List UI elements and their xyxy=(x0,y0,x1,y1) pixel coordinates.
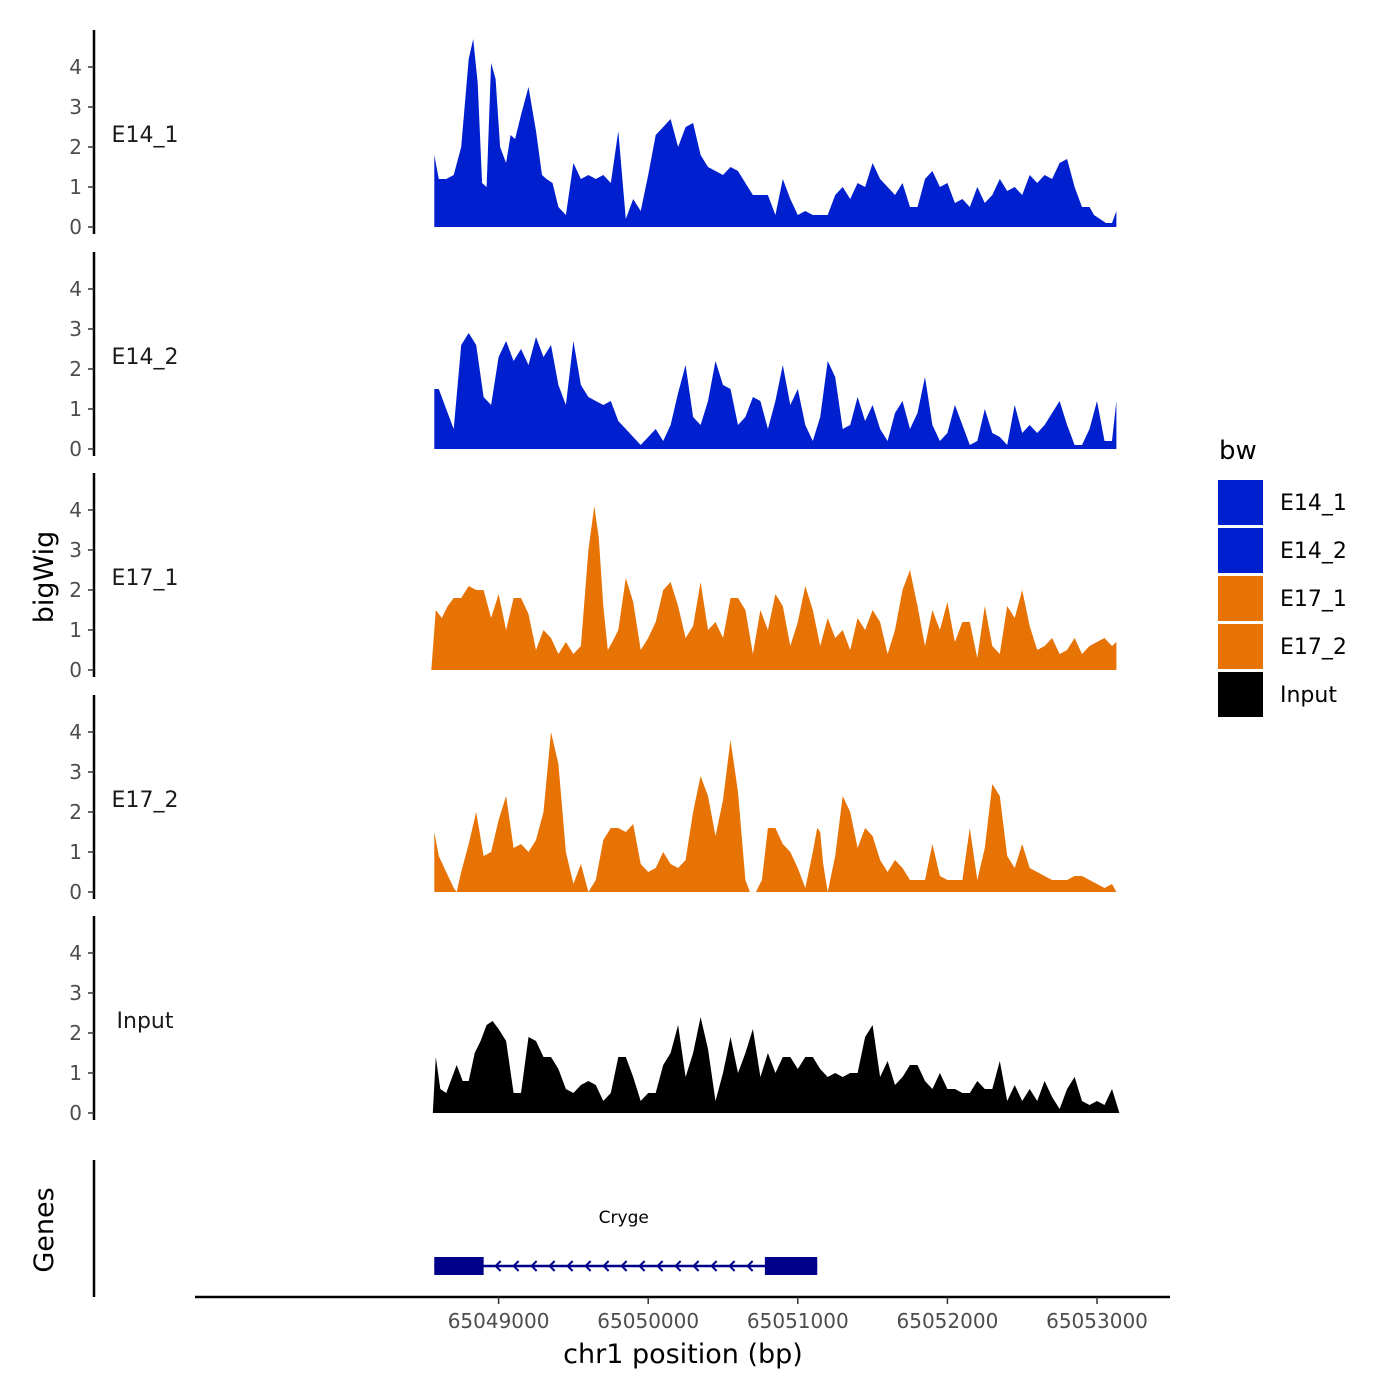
strand-arrow xyxy=(728,1260,736,1272)
y-tick-label: 0 xyxy=(69,437,82,461)
x-axis: 65049000 65050000 65051000 65052000 65053000 xyxy=(195,1295,1170,1333)
coverage-area-Input xyxy=(432,1017,1120,1113)
y-tick-label: 1 xyxy=(69,175,82,199)
strand-arrow xyxy=(674,1260,682,1272)
y-tick-label: 4 xyxy=(69,941,82,965)
legend-label-E14_2: E14_2 xyxy=(1280,539,1347,564)
genes-axis-title: Genes xyxy=(29,1187,60,1272)
track-panels: 0 1 2 3 4 E14_1 0 1 2 3 4 E14_2 0 1 2 3 4 E17_1 0 1 2 3 4 E17_2… xyxy=(69,30,1120,1125)
track-label-E17_1: E17_1 xyxy=(112,566,179,591)
legend-swatch-E17_2 xyxy=(1218,624,1263,669)
gene-track-panel: Cryge xyxy=(92,1160,818,1297)
y-tick-label: 0 xyxy=(69,1101,82,1125)
track-panel-E17_1: 0 1 2 3 4 E17_1 xyxy=(69,473,1117,682)
y-tick-label: 0 xyxy=(69,215,82,239)
strand-arrow xyxy=(602,1260,610,1272)
track-label-E14_1: E14_1 xyxy=(112,123,179,148)
legend-swatch-Input xyxy=(1218,672,1263,717)
x-tick-label: 65052000 xyxy=(897,1309,999,1333)
legend-swatch-E17_1 xyxy=(1218,576,1263,621)
strand-arrow xyxy=(656,1260,664,1272)
track-label-Input: Input xyxy=(117,1009,174,1034)
legend-swatch-E14_2 xyxy=(1218,528,1263,573)
y-tick-label: 1 xyxy=(69,1061,82,1085)
y-tick-label: 2 xyxy=(69,578,82,602)
legend-label-E17_1: E17_1 xyxy=(1280,587,1347,612)
y-tick-label: 0 xyxy=(69,880,82,904)
track-panel-E14_1: 0 1 2 3 4 E14_1 xyxy=(69,30,1117,239)
legend-label-E14_1: E14_1 xyxy=(1280,491,1347,516)
y-tick-label: 2 xyxy=(69,800,82,824)
strand-arrow xyxy=(638,1260,646,1272)
strand-arrow xyxy=(530,1260,538,1272)
track-label-E17_2: E17_2 xyxy=(112,788,179,813)
strand-arrow xyxy=(692,1260,700,1272)
strand-arrow xyxy=(710,1260,718,1272)
legend-label-E17_2: E17_2 xyxy=(1280,635,1347,660)
x-tick-label: 65050000 xyxy=(597,1309,699,1333)
coverage-area-E17_2 xyxy=(434,732,1117,892)
y-tick-label: 4 xyxy=(69,720,82,744)
strand-arrow xyxy=(620,1260,628,1272)
x-tick-label: 65053000 xyxy=(1046,1309,1148,1333)
y-axis-title: bigWig xyxy=(29,531,60,624)
coverage-area-E17_1 xyxy=(431,506,1117,670)
y-tick-label: 1 xyxy=(69,618,82,642)
strand-arrow xyxy=(566,1260,574,1272)
legend-label-Input: Input xyxy=(1280,683,1337,708)
legend: bw E14_1 E14_2 E17_1 E17_2 Input xyxy=(1218,436,1347,717)
strand-arrow xyxy=(512,1260,520,1272)
y-tick-label: 3 xyxy=(69,981,82,1005)
y-tick-label: 0 xyxy=(69,658,82,682)
gene-Cryge: Cryge xyxy=(434,1208,818,1275)
y-tick-label: 2 xyxy=(69,135,82,159)
y-tick-label: 3 xyxy=(69,95,82,119)
y-tick-label: 2 xyxy=(69,357,82,381)
x-tick-label: 65049000 xyxy=(448,1309,550,1333)
track-panel-E17_2: 0 1 2 3 4 E17_2 xyxy=(69,695,1117,904)
strand-arrow xyxy=(548,1260,556,1272)
y-tick-label: 2 xyxy=(69,1021,82,1045)
y-tick-label: 4 xyxy=(69,55,82,79)
coverage-area-E14_1 xyxy=(434,39,1117,227)
strand-arrow xyxy=(494,1260,502,1272)
track-panel-Input: 0 1 2 3 4 Input xyxy=(69,916,1120,1125)
y-tick-label: 1 xyxy=(69,397,82,421)
track-panel-E14_2: 0 1 2 3 4 E14_2 xyxy=(69,252,1117,461)
x-axis-title: chr1 position (bp) xyxy=(563,1339,803,1370)
track-label-E14_2: E14_2 xyxy=(112,345,179,370)
gene-exon xyxy=(434,1257,484,1275)
y-tick-label: 4 xyxy=(69,498,82,522)
strand-arrow xyxy=(746,1260,754,1272)
y-tick-label: 3 xyxy=(69,317,82,341)
coverage-area-E14_2 xyxy=(434,333,1117,449)
y-tick-label: 1 xyxy=(69,840,82,864)
strand-arrow xyxy=(584,1260,592,1272)
x-tick-label: 65051000 xyxy=(747,1309,849,1333)
legend-swatch-E14_1 xyxy=(1218,480,1263,525)
gene-label-Cryge: Cryge xyxy=(599,1208,649,1228)
gene-exon xyxy=(764,1257,818,1275)
y-tick-label: 3 xyxy=(69,538,82,562)
y-tick-label: 4 xyxy=(69,277,82,301)
y-tick-label: 3 xyxy=(69,760,82,784)
legend-title: bw xyxy=(1219,436,1257,466)
